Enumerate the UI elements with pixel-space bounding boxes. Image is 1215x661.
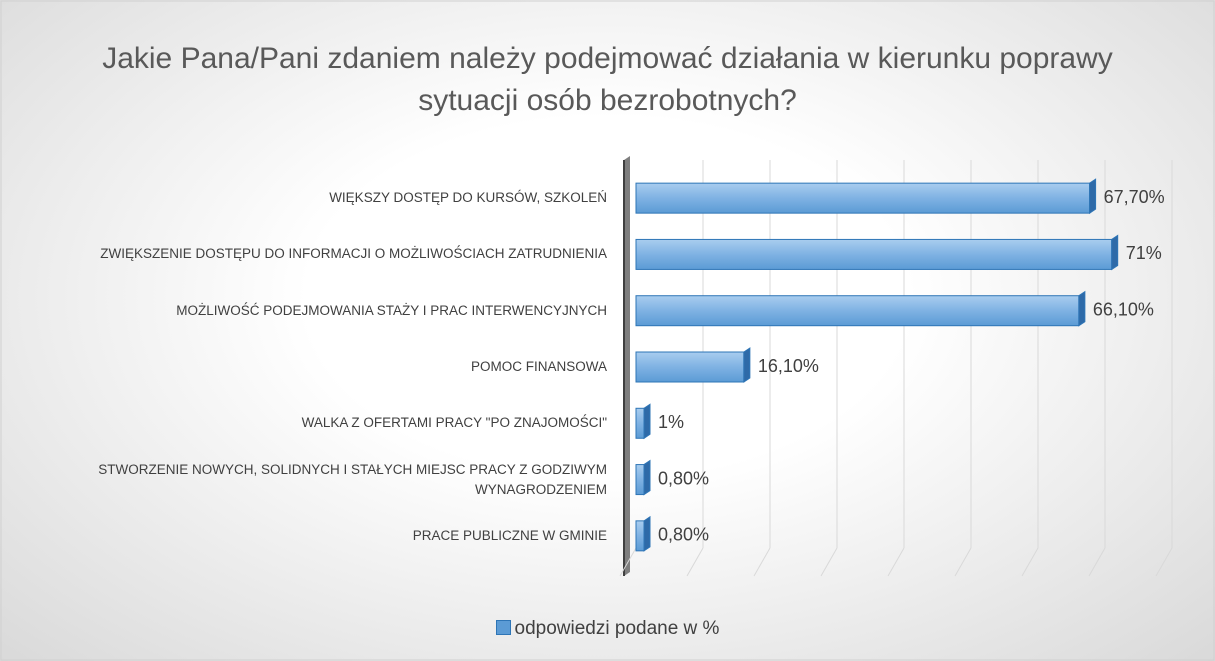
bar-side	[643, 403, 651, 440]
bar-side	[1089, 178, 1097, 215]
wall	[624, 156, 630, 576]
grid-line	[753, 547, 771, 577]
bar	[635, 520, 645, 552]
bar-side	[643, 459, 651, 496]
bar	[635, 295, 1080, 327]
bar	[635, 351, 745, 383]
grid-line	[820, 547, 838, 577]
bar-side	[1078, 290, 1086, 327]
category-label: ZWIĘKSZENIE DOSTĘPU DO INFORMACJI O MOŻL…	[100, 246, 607, 262]
bar	[635, 464, 645, 496]
bar	[635, 407, 645, 439]
bar-side	[643, 515, 651, 552]
grid-line	[686, 547, 704, 577]
legend: odpowiedzi podane w %	[0, 618, 1215, 640]
bar	[635, 182, 1091, 214]
legend-swatch	[495, 620, 511, 635]
bar-side	[1111, 234, 1119, 271]
grid-line	[619, 547, 637, 577]
category-label: PRACE PUBLICZNE W GMINIE	[412, 527, 607, 543]
value-label: 1%	[658, 412, 684, 432]
value-label: 71%	[1126, 243, 1162, 263]
category-label: WALKA Z OFERTAMI PRACY "PO ZNAJOMOŚCI"	[301, 415, 607, 431]
value-label: 0,80%	[658, 525, 709, 545]
grid-line	[1021, 547, 1039, 577]
bar-side	[743, 347, 751, 383]
value-label: 0,80%	[658, 468, 709, 488]
chart-title: Jakie Pana/Pani zdaniem należy podejmowa…	[102, 42, 1113, 117]
grid-line	[1088, 547, 1106, 577]
bar	[635, 238, 1113, 270]
legend-label: odpowiedzi podane w %	[514, 618, 720, 639]
value-label: 66,10%	[1093, 299, 1154, 319]
value-label: 16,10%	[758, 356, 819, 376]
category-label: POMOC FINANSOWA	[470, 359, 607, 374]
category-label: STWORZENIE NOWYCH, SOLIDNYCH I STAŁYCH M…	[98, 461, 607, 497]
category-label: WIĘKSZY DOSTĘP DO KURSÓW, SZKOLEŃ	[329, 190, 607, 206]
grid-line	[1155, 547, 1173, 577]
grid-line	[954, 547, 972, 577]
category-label: MOŻLIWOŚĆ PODEJMOWANIA STAŻY I PRAC INTE…	[176, 302, 607, 318]
grid-line	[887, 547, 905, 577]
value-label: 67,70%	[1104, 187, 1165, 207]
